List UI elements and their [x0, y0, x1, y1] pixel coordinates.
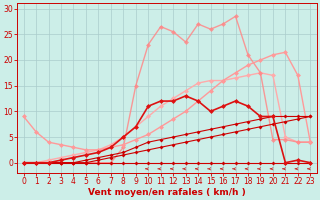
- X-axis label: Vent moyen/en rafales ( km/h ): Vent moyen/en rafales ( km/h ): [88, 188, 246, 197]
